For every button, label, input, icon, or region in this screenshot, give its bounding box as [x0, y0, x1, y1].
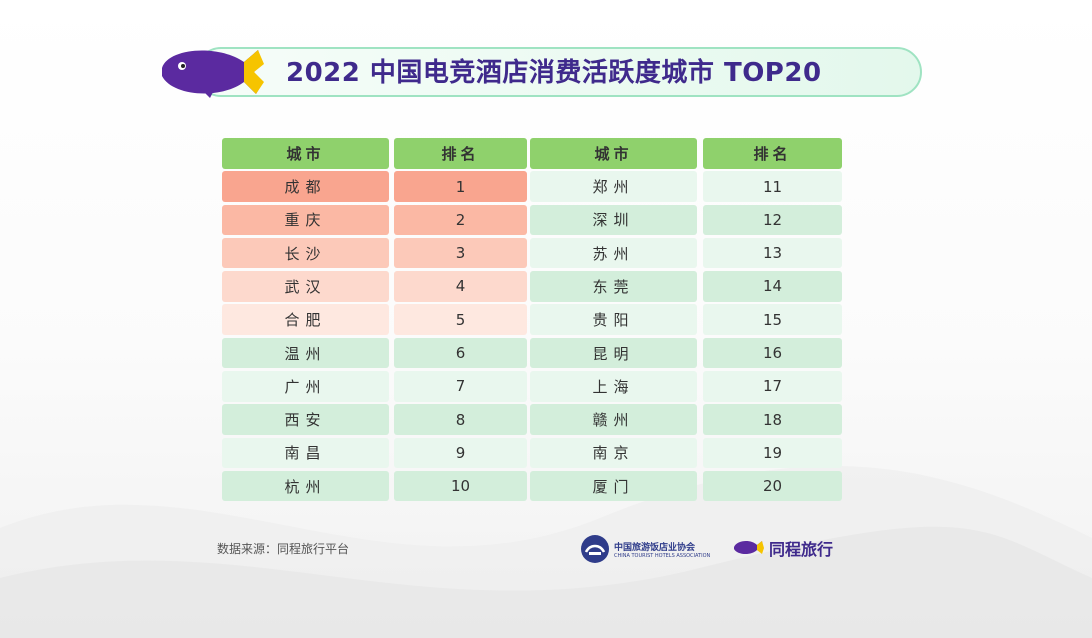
rank-cell: 19 [703, 437, 842, 469]
association-emblem-icon [581, 535, 609, 563]
rank-cell: 14 [703, 271, 842, 302]
city-cell: 上海 [530, 371, 697, 402]
rank-cell: 12 [703, 204, 842, 236]
city-cell: 深圳 [530, 204, 697, 236]
table-row: 西安 8 [222, 404, 527, 437]
table-row: 温州 6 [222, 337, 527, 371]
table-row: 赣州 18 [530, 404, 842, 437]
city-cell: 南昌 [222, 437, 389, 469]
header-city: 城市 [530, 138, 697, 169]
ranking-table-right: 城市 排名 郑州 11 深圳 12 苏州 13 东莞 14 贵阳 15 昆明 1… [530, 138, 842, 504]
city-cell: 南京 [530, 437, 697, 469]
table-row: 南昌 9 [222, 437, 527, 471]
table-header: 城市 排名 [222, 138, 527, 171]
rank-cell: 5 [394, 304, 527, 335]
city-cell: 温州 [222, 337, 389, 369]
city-cell: 赣州 [530, 404, 697, 435]
rank-cell: 20 [703, 470, 842, 502]
rank-cell: 1 [394, 171, 527, 202]
page-title: 2022 中国电竞酒店消费活跃度城市 TOP20 [286, 58, 822, 88]
table-row: 武汉 4 [222, 271, 527, 304]
rank-cell: 15 [703, 304, 842, 335]
association-logo: 中国旅游饭店业协会 CHINA TOURIST HOTELS ASSOCIATI… [580, 534, 710, 564]
table-row: 郑州 11 [530, 171, 842, 204]
table-row: 长沙 3 [222, 237, 527, 271]
table-row: 合肥 5 [222, 304, 527, 337]
city-cell: 杭州 [222, 470, 389, 502]
title-banner [196, 47, 922, 97]
brand-logo: 同程旅行 [733, 534, 833, 562]
city-cell: 成都 [222, 171, 389, 202]
city-cell: 西安 [222, 404, 389, 435]
city-cell: 郑州 [530, 171, 697, 202]
city-cell: 合肥 [222, 304, 389, 335]
table-row: 苏州 13 [530, 237, 842, 271]
association-name: 中国旅游饭店业协会 [614, 542, 696, 553]
city-cell: 广州 [222, 371, 389, 402]
city-cell: 长沙 [222, 237, 389, 269]
city-cell: 重庆 [222, 204, 389, 236]
table-row: 南京 19 [530, 437, 842, 471]
table-row: 杭州 10 [222, 470, 527, 504]
table-row: 深圳 12 [530, 204, 842, 238]
city-cell: 贵阳 [530, 304, 697, 335]
rank-cell: 11 [703, 171, 842, 202]
ranking-table-left: 城市 排名 成都 1 重庆 2 长沙 3 武汉 4 合肥 5 温州 6 广州 7… [222, 138, 527, 504]
header-city: 城市 [222, 138, 389, 169]
fish-mascot-logo [162, 50, 264, 98]
table-row: 东莞 14 [530, 271, 842, 304]
rank-cell: 3 [394, 237, 527, 269]
table-row: 贵阳 15 [530, 304, 842, 337]
city-cell: 东莞 [530, 271, 697, 302]
rank-cell: 7 [394, 371, 527, 402]
rank-cell: 4 [394, 271, 527, 302]
table-row: 上海 17 [530, 371, 842, 404]
city-cell: 苏州 [530, 237, 697, 269]
rank-cell: 13 [703, 237, 842, 269]
rank-cell: 17 [703, 371, 842, 402]
header-rank: 排名 [703, 138, 842, 169]
rank-cell: 18 [703, 404, 842, 435]
table-row: 厦门 20 [530, 470, 842, 504]
city-cell: 武汉 [222, 271, 389, 302]
rank-cell: 2 [394, 204, 527, 236]
rank-cell: 9 [394, 437, 527, 469]
city-cell: 厦门 [530, 470, 697, 502]
rank-cell: 6 [394, 337, 527, 369]
rank-cell: 10 [394, 470, 527, 502]
rank-cell: 16 [703, 337, 842, 369]
table-row: 广州 7 [222, 371, 527, 404]
brand-name: 同程旅行 [769, 540, 834, 559]
header-rank: 排名 [394, 138, 527, 169]
rank-cell: 8 [394, 404, 527, 435]
table-header: 城市 排名 [530, 138, 842, 171]
table-row: 成都 1 [222, 171, 527, 204]
association-subtitle: CHINA TOURIST HOTELS ASSOCIATION [614, 552, 711, 559]
data-source-note: 数据来源：同程旅行平台 [217, 542, 350, 556]
city-cell: 昆明 [530, 337, 697, 369]
table-row: 重庆 2 [222, 204, 527, 238]
table-row: 昆明 16 [530, 337, 842, 371]
fish-brand-icon [734, 541, 764, 555]
